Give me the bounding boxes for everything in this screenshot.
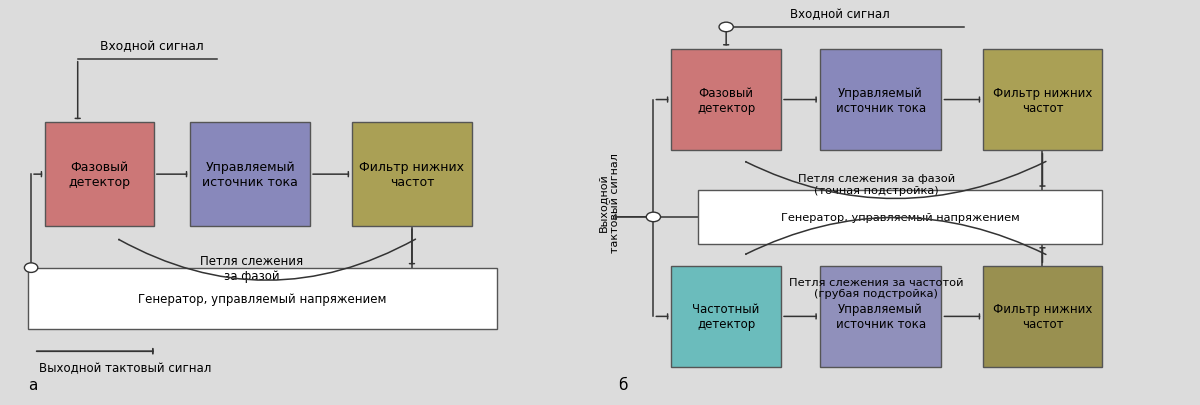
Text: Выходной тактовый сигнал: Выходной тактовый сигнал [40,361,212,374]
Text: Петля слежения за частотой
(грубая подстройка): Петля слежения за частотой (грубая подст… [788,277,964,298]
Circle shape [719,23,733,33]
FancyArrowPatch shape [745,218,1046,255]
FancyBboxPatch shape [671,266,781,367]
FancyBboxPatch shape [698,191,1102,244]
FancyBboxPatch shape [352,123,472,226]
Text: Фильтр нижних
частот: Фильтр нижних частот [992,86,1092,114]
Text: Петля слежения за фазой
(точная подстройка): Петля слежения за фазой (точная подстрой… [798,174,955,196]
FancyArrowPatch shape [119,240,415,281]
Text: Петля слежения
за фазой: Петля слежения за фазой [200,254,304,282]
FancyBboxPatch shape [983,266,1102,367]
Text: Частотный
детектор: Частотный детектор [692,303,760,330]
Text: Генератор, управляемый напряжением: Генератор, управляемый напряжением [780,212,1019,222]
Text: Входной сигнал: Входной сигнал [100,40,204,53]
Text: Управляемый
источник тока: Управляемый источник тока [202,161,298,189]
Text: Управляемый
источник тока: Управляемый источник тока [835,86,925,114]
FancyBboxPatch shape [983,50,1102,151]
FancyArrowPatch shape [745,162,1046,199]
FancyBboxPatch shape [671,50,781,151]
Text: б: б [618,377,628,392]
Text: Фазовый
детектор: Фазовый детектор [68,161,131,189]
Text: Фильтр нижних
частот: Фильтр нижних частот [992,303,1092,330]
FancyBboxPatch shape [820,50,942,151]
FancyBboxPatch shape [46,123,154,226]
FancyBboxPatch shape [29,268,497,330]
Text: Управляемый
источник тока: Управляемый источник тока [835,303,925,330]
Text: Фазовый
детектор: Фазовый детектор [697,86,755,114]
FancyBboxPatch shape [190,123,310,226]
FancyBboxPatch shape [820,266,942,367]
Circle shape [647,213,660,222]
Text: а: а [29,377,37,392]
Text: Генератор, управляемый напряжением: Генератор, управляемый напряжением [138,292,386,305]
Text: Входной сигнал: Входной сигнал [790,8,889,21]
Text: Фильтр нижних
частот: Фильтр нижних частот [360,161,464,189]
Circle shape [24,263,38,273]
Text: Выходной
тактовый сигнал: Выходной тактовый сигнал [598,153,619,252]
